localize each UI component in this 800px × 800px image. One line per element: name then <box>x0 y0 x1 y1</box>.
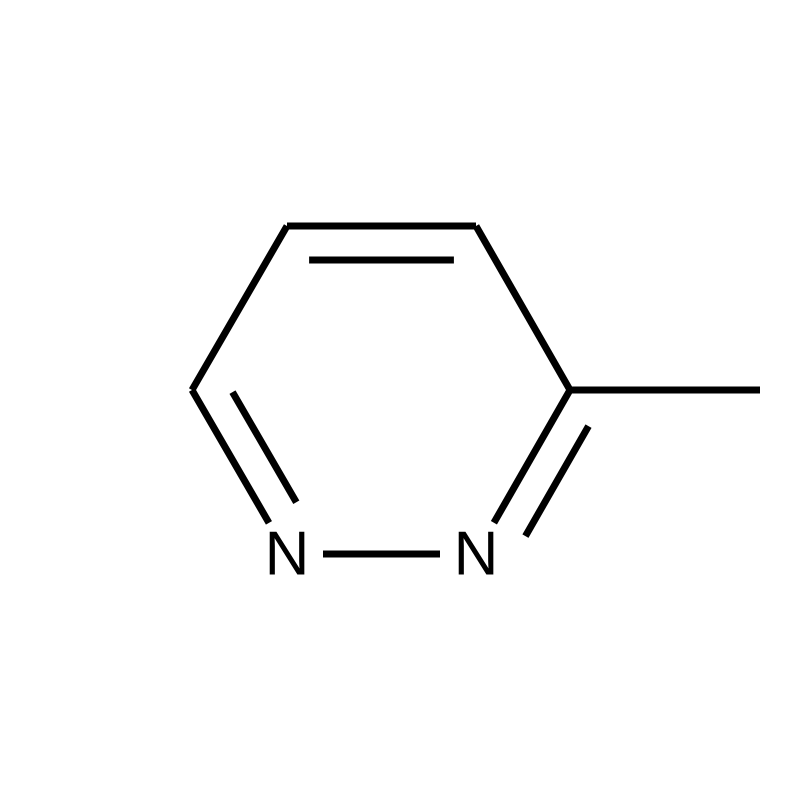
bond-line <box>494 390 570 523</box>
molecule-canvas: NN <box>0 0 800 800</box>
bond-line <box>192 226 287 390</box>
bond-line <box>192 390 269 523</box>
bond-line <box>476 226 570 390</box>
atom-label-N3: N <box>265 520 310 589</box>
bond-line <box>232 392 296 502</box>
bond-line <box>525 426 588 536</box>
atom-label-N2: N <box>454 520 499 589</box>
